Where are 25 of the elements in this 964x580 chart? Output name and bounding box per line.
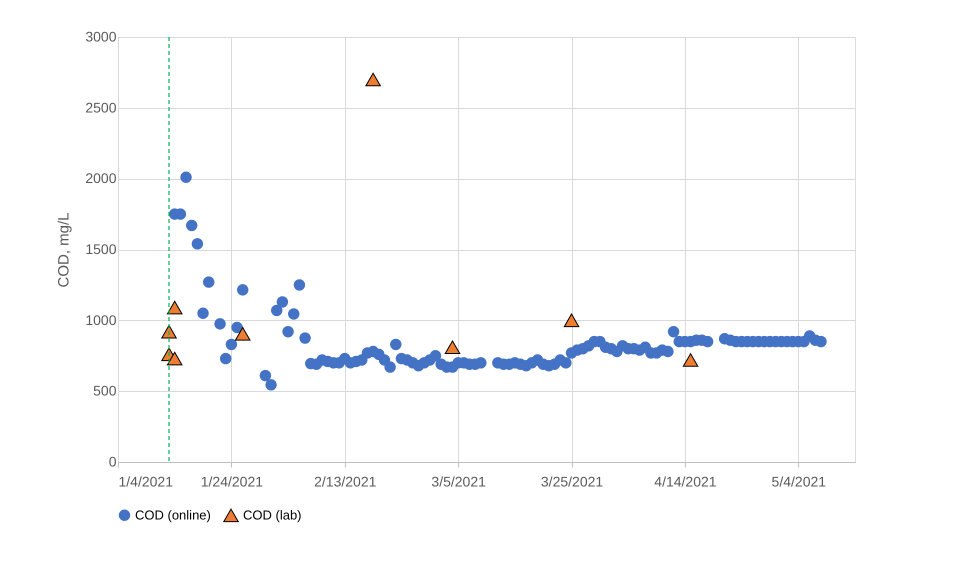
x-tick-label: 4/14/2021 [654,474,717,490]
point [365,72,381,86]
x-tick-label: 3/5/2021 [431,474,486,490]
x-tick-label: 3/25/2021 [540,474,604,490]
point [161,324,177,338]
y-axis-title: COD, mg/L [55,212,72,288]
y-tick-label: 500 [93,382,117,399]
legend-label: COD (lab) [243,507,302,522]
x-tick-label: 1/24/2021 [200,474,264,490]
y-tick-label: 1000 [85,312,117,328]
y-tick-label: 3000 [85,28,117,44]
point [444,340,460,354]
y-tick-label: 0 [108,454,117,470]
point [166,352,182,366]
y-tick-label: 1500 [85,241,117,257]
point [682,353,698,367]
point [234,327,250,341]
y-tick-label: 2000 [85,170,117,186]
x-tick-label: 5/4/2021 [772,474,826,490]
point [166,300,182,314]
y-tick-label: 2500 [85,99,117,116]
x-tick-label: 1/4/2021 [118,474,174,490]
x-tick-label: 2/13/2021 [314,474,377,490]
point [564,314,580,328]
legend-label: COD (online) [135,507,211,522]
